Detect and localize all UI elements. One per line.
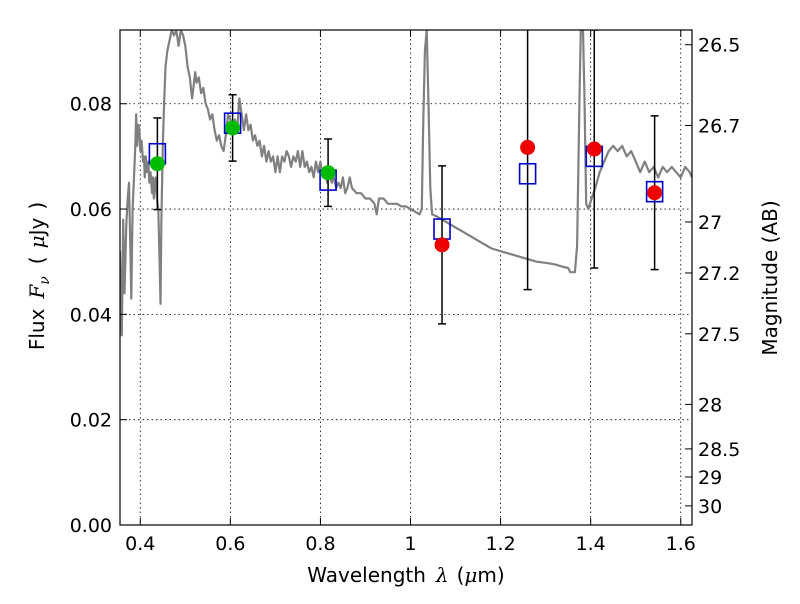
plot-frame — [119, 29, 693, 526]
ticks: 0.4 0.6 0.8 1 1.2 1.4 1.6 0.00 0.02 0.04 0.06 0.08 2… — [70, 30, 740, 555]
x-tick-label: 0.6 — [215, 533, 245, 555]
y-tick-label: 0.06 — [70, 199, 112, 221]
y-tick-label: 0.04 — [70, 304, 112, 326]
model-square — [645, 180, 664, 203]
y-tick-label: 0.08 — [70, 94, 112, 116]
mag-tick-label: 27.2 — [698, 263, 740, 285]
plot-content — [120, 30, 692, 337]
y2-axis-label: Magnitude (AB) — [758, 200, 782, 355]
x-tick-label: 1 — [404, 533, 416, 555]
mag-tick-label: 28.5 — [698, 439, 740, 461]
mag-tick-label: 27 — [698, 212, 722, 234]
mag-tick-label: 28 — [698, 394, 722, 416]
red-point — [520, 139, 536, 155]
x-axis-label: Wavelength λ (μm) — [307, 563, 504, 587]
green-point — [149, 156, 165, 172]
x-tick-label: 1.2 — [485, 533, 515, 555]
model-square — [518, 162, 537, 185]
mag-tick-label: 26.7 — [698, 116, 740, 138]
mag-tick-label: 30 — [698, 496, 722, 518]
mag-tick-label: 26.5 — [698, 35, 740, 57]
mag-tick-label: 29 — [698, 467, 722, 489]
y-axis-label: FluxFν(μJy) — [25, 202, 53, 350]
x-tick-label: 0.4 — [125, 533, 155, 555]
sed-line — [120, 30, 692, 337]
x-tick-label: 1.4 — [576, 533, 606, 555]
y-tick-label: 0.00 — [70, 515, 112, 537]
x-tick-label: 0.8 — [305, 533, 335, 555]
red-point — [434, 237, 450, 253]
green-point — [225, 120, 241, 136]
red-point — [586, 141, 602, 157]
red-point — [647, 185, 663, 201]
y-tick-label: 0.02 — [70, 410, 112, 432]
green-point — [320, 165, 336, 181]
x-tick-label: 1.6 — [666, 533, 696, 555]
mag-tick-label: 27.5 — [698, 324, 740, 346]
